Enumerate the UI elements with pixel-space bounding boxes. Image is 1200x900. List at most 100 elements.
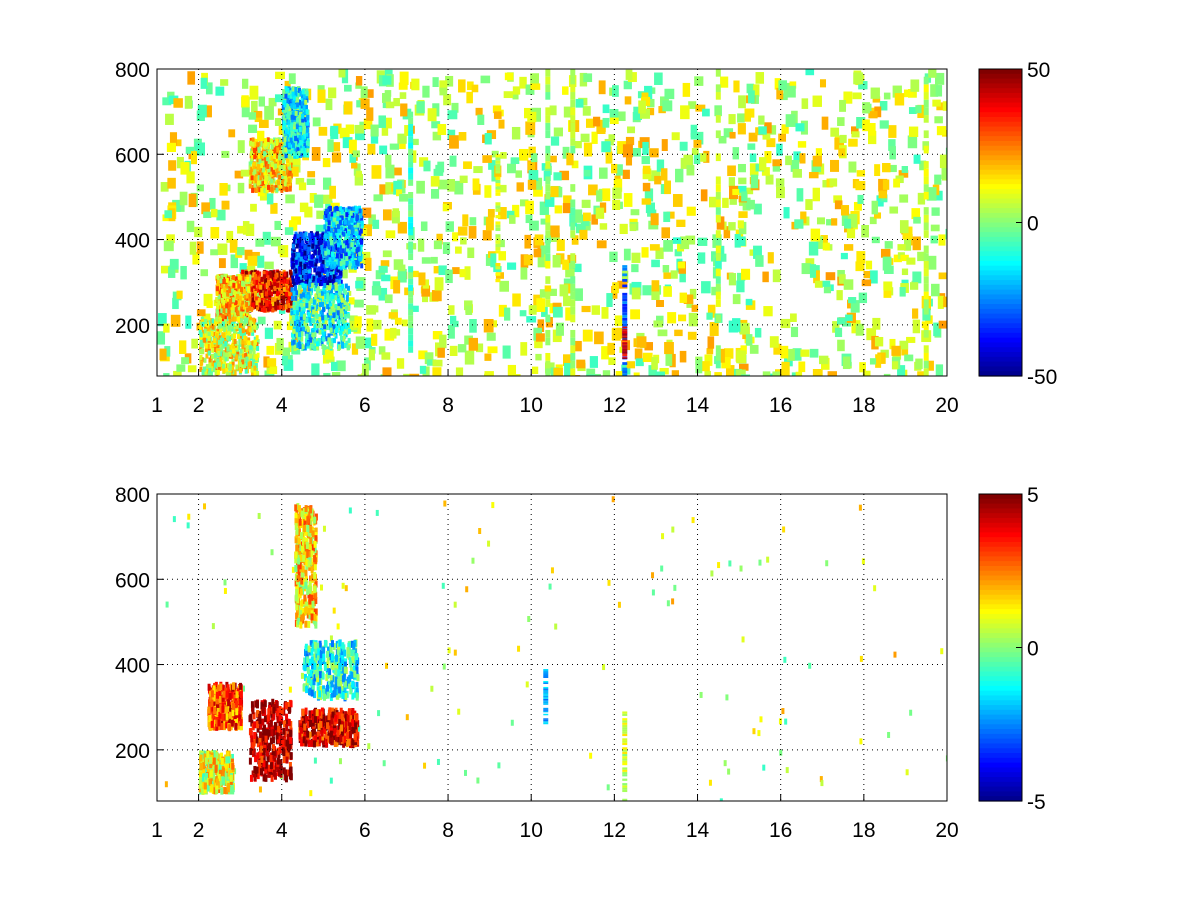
heatmap-cell	[937, 295, 944, 309]
heatmap-cell	[749, 163, 759, 176]
heatmap-cell	[246, 307, 250, 313]
heatmap-cell	[637, 91, 645, 99]
heatmap-cell	[279, 304, 283, 310]
heatmap-cell	[398, 82, 408, 90]
heatmap-cell	[303, 152, 307, 158]
heatmap-cell	[231, 294, 235, 300]
heatmap-cell	[938, 320, 947, 329]
heatmap-cell	[281, 295, 285, 301]
heatmap-cell	[779, 93, 788, 101]
heatmap-cell	[598, 80, 606, 95]
heatmap-cell	[305, 93, 309, 99]
heatmap-cell	[745, 187, 754, 195]
heatmap-cell	[883, 373, 891, 376]
heatmap-cell	[252, 161, 256, 167]
heatmap-cell	[300, 148, 304, 154]
heatmap-cell	[942, 101, 947, 111]
heatmap-cell	[305, 264, 309, 270]
heatmap-cell	[351, 162, 358, 169]
heatmap-cell	[439, 87, 448, 96]
heatmap-cell	[865, 260, 873, 270]
heatmap-cell	[270, 138, 274, 144]
heatmap-cell	[664, 88, 675, 100]
heatmap-cell	[260, 172, 264, 178]
heatmap-cell	[302, 122, 306, 128]
heatmap-cell	[649, 244, 660, 251]
heatmap-cell	[409, 373, 420, 376]
heatmap-cell	[222, 299, 226, 305]
heatmap-cell	[324, 349, 334, 360]
heatmap-cell	[882, 256, 892, 271]
heatmap-cell	[935, 85, 943, 97]
heatmap-cell	[834, 137, 844, 150]
heatmap-cell	[288, 303, 292, 309]
heatmap-cell	[201, 329, 205, 335]
heatmap-cell	[805, 69, 815, 76]
heatmap-cell	[298, 112, 302, 118]
heatmap-cell	[740, 345, 747, 355]
heatmap-cell	[772, 159, 782, 167]
heatmap-cell	[274, 220, 282, 230]
heatmap-cell	[323, 246, 327, 252]
heatmap-cell	[939, 154, 947, 169]
heatmap-cell	[856, 170, 866, 177]
heatmap-cell	[197, 104, 207, 118]
heatmap-cell	[355, 280, 364, 289]
heatmap-cell	[813, 270, 820, 284]
heatmap-cell	[465, 305, 473, 315]
heatmap-cell	[527, 161, 536, 171]
heatmap-cell	[216, 369, 220, 375]
heatmap-cell	[903, 89, 914, 98]
heatmap-cell	[257, 164, 261, 170]
heatmap-cell	[279, 282, 283, 288]
heatmap-cell	[241, 348, 245, 354]
heatmap-cell	[302, 253, 306, 259]
heatmap-cell	[168, 160, 177, 171]
heatmap-cell	[226, 301, 230, 307]
heatmap-cell	[299, 140, 303, 146]
heatmap-cell	[878, 178, 888, 192]
heatmap-cell	[352, 206, 356, 212]
heatmap-cell	[778, 133, 787, 142]
heatmap-cell	[498, 119, 505, 129]
heatmap-cell	[264, 175, 268, 181]
heatmap-cell	[227, 331, 231, 337]
heatmap-cell	[355, 130, 365, 141]
heatmap-cell	[298, 120, 302, 126]
heatmap-cell	[261, 146, 265, 152]
heatmap-cell	[241, 95, 249, 107]
heatmap-cell	[716, 216, 725, 230]
heatmap-cell	[486, 332, 496, 341]
heatmap-cell	[631, 287, 641, 300]
heatmap-cell	[270, 144, 274, 150]
heatmap-cell	[575, 98, 584, 108]
heatmap-cell	[815, 148, 823, 157]
heatmap-cell	[276, 275, 280, 281]
heatmap-cell	[307, 246, 311, 252]
heatmap-cell	[324, 233, 328, 239]
heatmap-cell	[820, 235, 828, 249]
heatmap-cell	[504, 72, 514, 81]
heatmap-cell	[520, 267, 528, 280]
heatmap-cell	[838, 148, 846, 157]
heatmap-cell	[228, 336, 232, 342]
heatmap-cell	[199, 366, 203, 372]
heatmap-cell	[256, 352, 260, 358]
heatmap-cell	[274, 274, 278, 280]
heatmap-cell	[292, 110, 296, 116]
heatmap-cell	[163, 240, 174, 252]
heatmap-cell	[252, 302, 256, 308]
heatmap-cell	[649, 148, 659, 158]
heatmap-cell	[255, 145, 259, 151]
heatmap-cell	[516, 182, 524, 192]
heatmap-cell	[231, 333, 235, 339]
heatmap-cell	[219, 358, 223, 364]
heatmap-cell	[286, 111, 290, 117]
heatmap-cell	[482, 155, 492, 163]
heatmap-cell	[382, 92, 391, 103]
heatmap-cell	[308, 266, 312, 272]
heatmap-cell	[746, 199, 755, 210]
heatmap-cell	[288, 103, 292, 109]
heatmap-cell	[273, 147, 277, 153]
heatmap-cell	[883, 281, 893, 291]
